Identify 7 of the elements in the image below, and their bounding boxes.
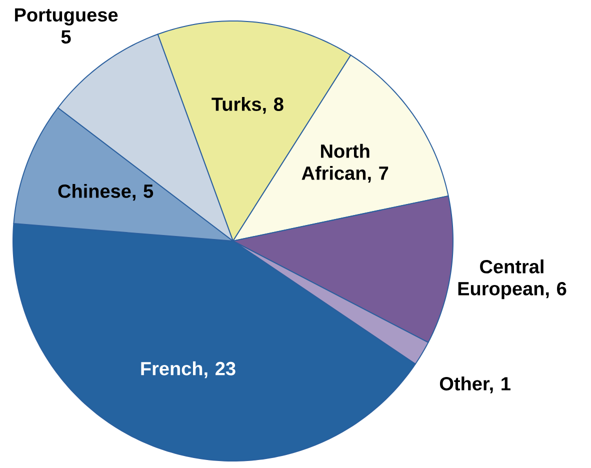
slice-label: Central European, 6 (458, 259, 566, 300)
slice-label: North African, 7 (302, 144, 388, 183)
slice-label: Portuguese 5 (15, 8, 118, 44)
slice-label: French, 23 (141, 361, 236, 378)
slice-label: Other, 1 (440, 376, 510, 394)
slice-label: Turks, 8 (212, 97, 284, 114)
slice-label: Chinese, 5 (58, 184, 154, 201)
